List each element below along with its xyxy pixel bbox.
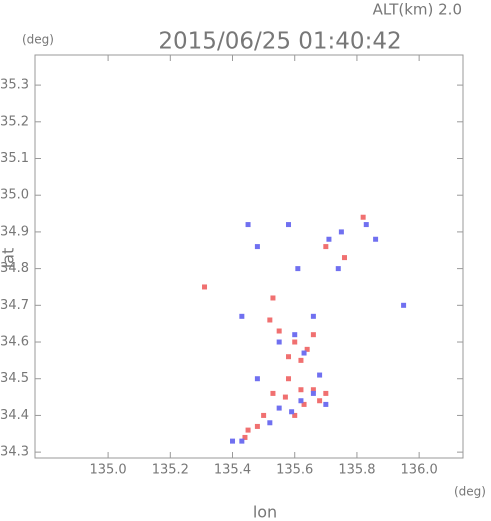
echo-point — [286, 222, 292, 228]
y-tick-label: 34.4 — [0, 408, 29, 423]
echo-point — [282, 394, 288, 400]
x-tick-label: 135.8 — [338, 463, 375, 478]
y-tick-label: 35.1 — [0, 151, 29, 166]
y-tick-label: 35.2 — [0, 114, 29, 129]
echo-point — [276, 328, 282, 334]
x-tick-label: 135.2 — [152, 463, 189, 478]
echo-point — [310, 390, 316, 396]
echo-point — [270, 390, 276, 396]
echo-point — [292, 332, 298, 338]
echo-point — [289, 409, 295, 415]
chart-title: 2015/06/25 01:40:42 — [158, 29, 401, 55]
x-unit: (deg) — [454, 485, 486, 499]
echo-point — [267, 317, 273, 323]
echo-point — [267, 420, 273, 426]
echo-point — [373, 236, 379, 242]
x-axis-label: lon — [253, 503, 277, 521]
echo-point — [276, 405, 282, 411]
echo-point — [304, 346, 310, 352]
echo-point — [230, 438, 236, 444]
echo-point — [323, 401, 329, 407]
y-tick-label: 35.3 — [0, 78, 29, 93]
echo-point — [360, 214, 366, 220]
echo-point — [401, 302, 407, 308]
y-tick-label: 35.0 — [0, 188, 29, 203]
echo-point — [317, 372, 323, 378]
echo-point — [338, 229, 344, 235]
echo-point — [239, 438, 245, 444]
echo-point — [301, 401, 307, 407]
echo-point — [292, 412, 298, 418]
echo-point — [245, 427, 251, 433]
echo-point — [202, 284, 208, 290]
y-unit: (deg) — [22, 33, 54, 47]
echo-point — [323, 390, 329, 396]
echo-point — [298, 387, 304, 393]
x-tick-label: 136.0 — [401, 463, 438, 478]
echo-point — [245, 222, 251, 228]
y-tick-label: 34.9 — [0, 224, 29, 239]
y-tick-label: 34.7 — [0, 298, 29, 313]
x-tick-label: 135.6 — [276, 463, 313, 478]
echo-point — [254, 244, 260, 250]
echo-point — [298, 398, 304, 404]
echo-point — [254, 376, 260, 382]
echo-point — [295, 266, 301, 272]
echo-point — [270, 295, 276, 301]
echo-point — [292, 339, 298, 345]
echo-point — [298, 357, 304, 363]
echo-point — [286, 354, 292, 360]
y-tick-label: 34.6 — [0, 335, 29, 350]
echo-point — [301, 350, 307, 356]
echo-point — [276, 339, 282, 345]
echo-point — [239, 313, 245, 319]
chart-subtitle: ALT(km) 2.0 — [373, 1, 462, 19]
plot-frame — [34, 54, 464, 459]
echo-point — [254, 423, 260, 429]
echo-point — [326, 236, 332, 242]
x-tick-label: 135.4 — [214, 463, 251, 478]
echo-point — [335, 266, 341, 272]
echo-point — [341, 255, 347, 261]
y-tick-label: 34.3 — [0, 445, 29, 460]
echo-point — [310, 387, 316, 393]
y-tick-label: 34.5 — [0, 371, 29, 386]
echo-point — [310, 332, 316, 338]
echo-point — [286, 376, 292, 382]
echo-point — [242, 434, 248, 440]
x-tick-label: 135.0 — [89, 463, 126, 478]
echo-point — [317, 398, 323, 404]
echo-point — [323, 244, 329, 250]
y-tick-label: 34.8 — [0, 261, 29, 276]
echo-point — [310, 313, 316, 319]
echo-point — [261, 412, 267, 418]
y-axis-label: lat — [0, 248, 18, 269]
echo-point — [363, 222, 369, 228]
